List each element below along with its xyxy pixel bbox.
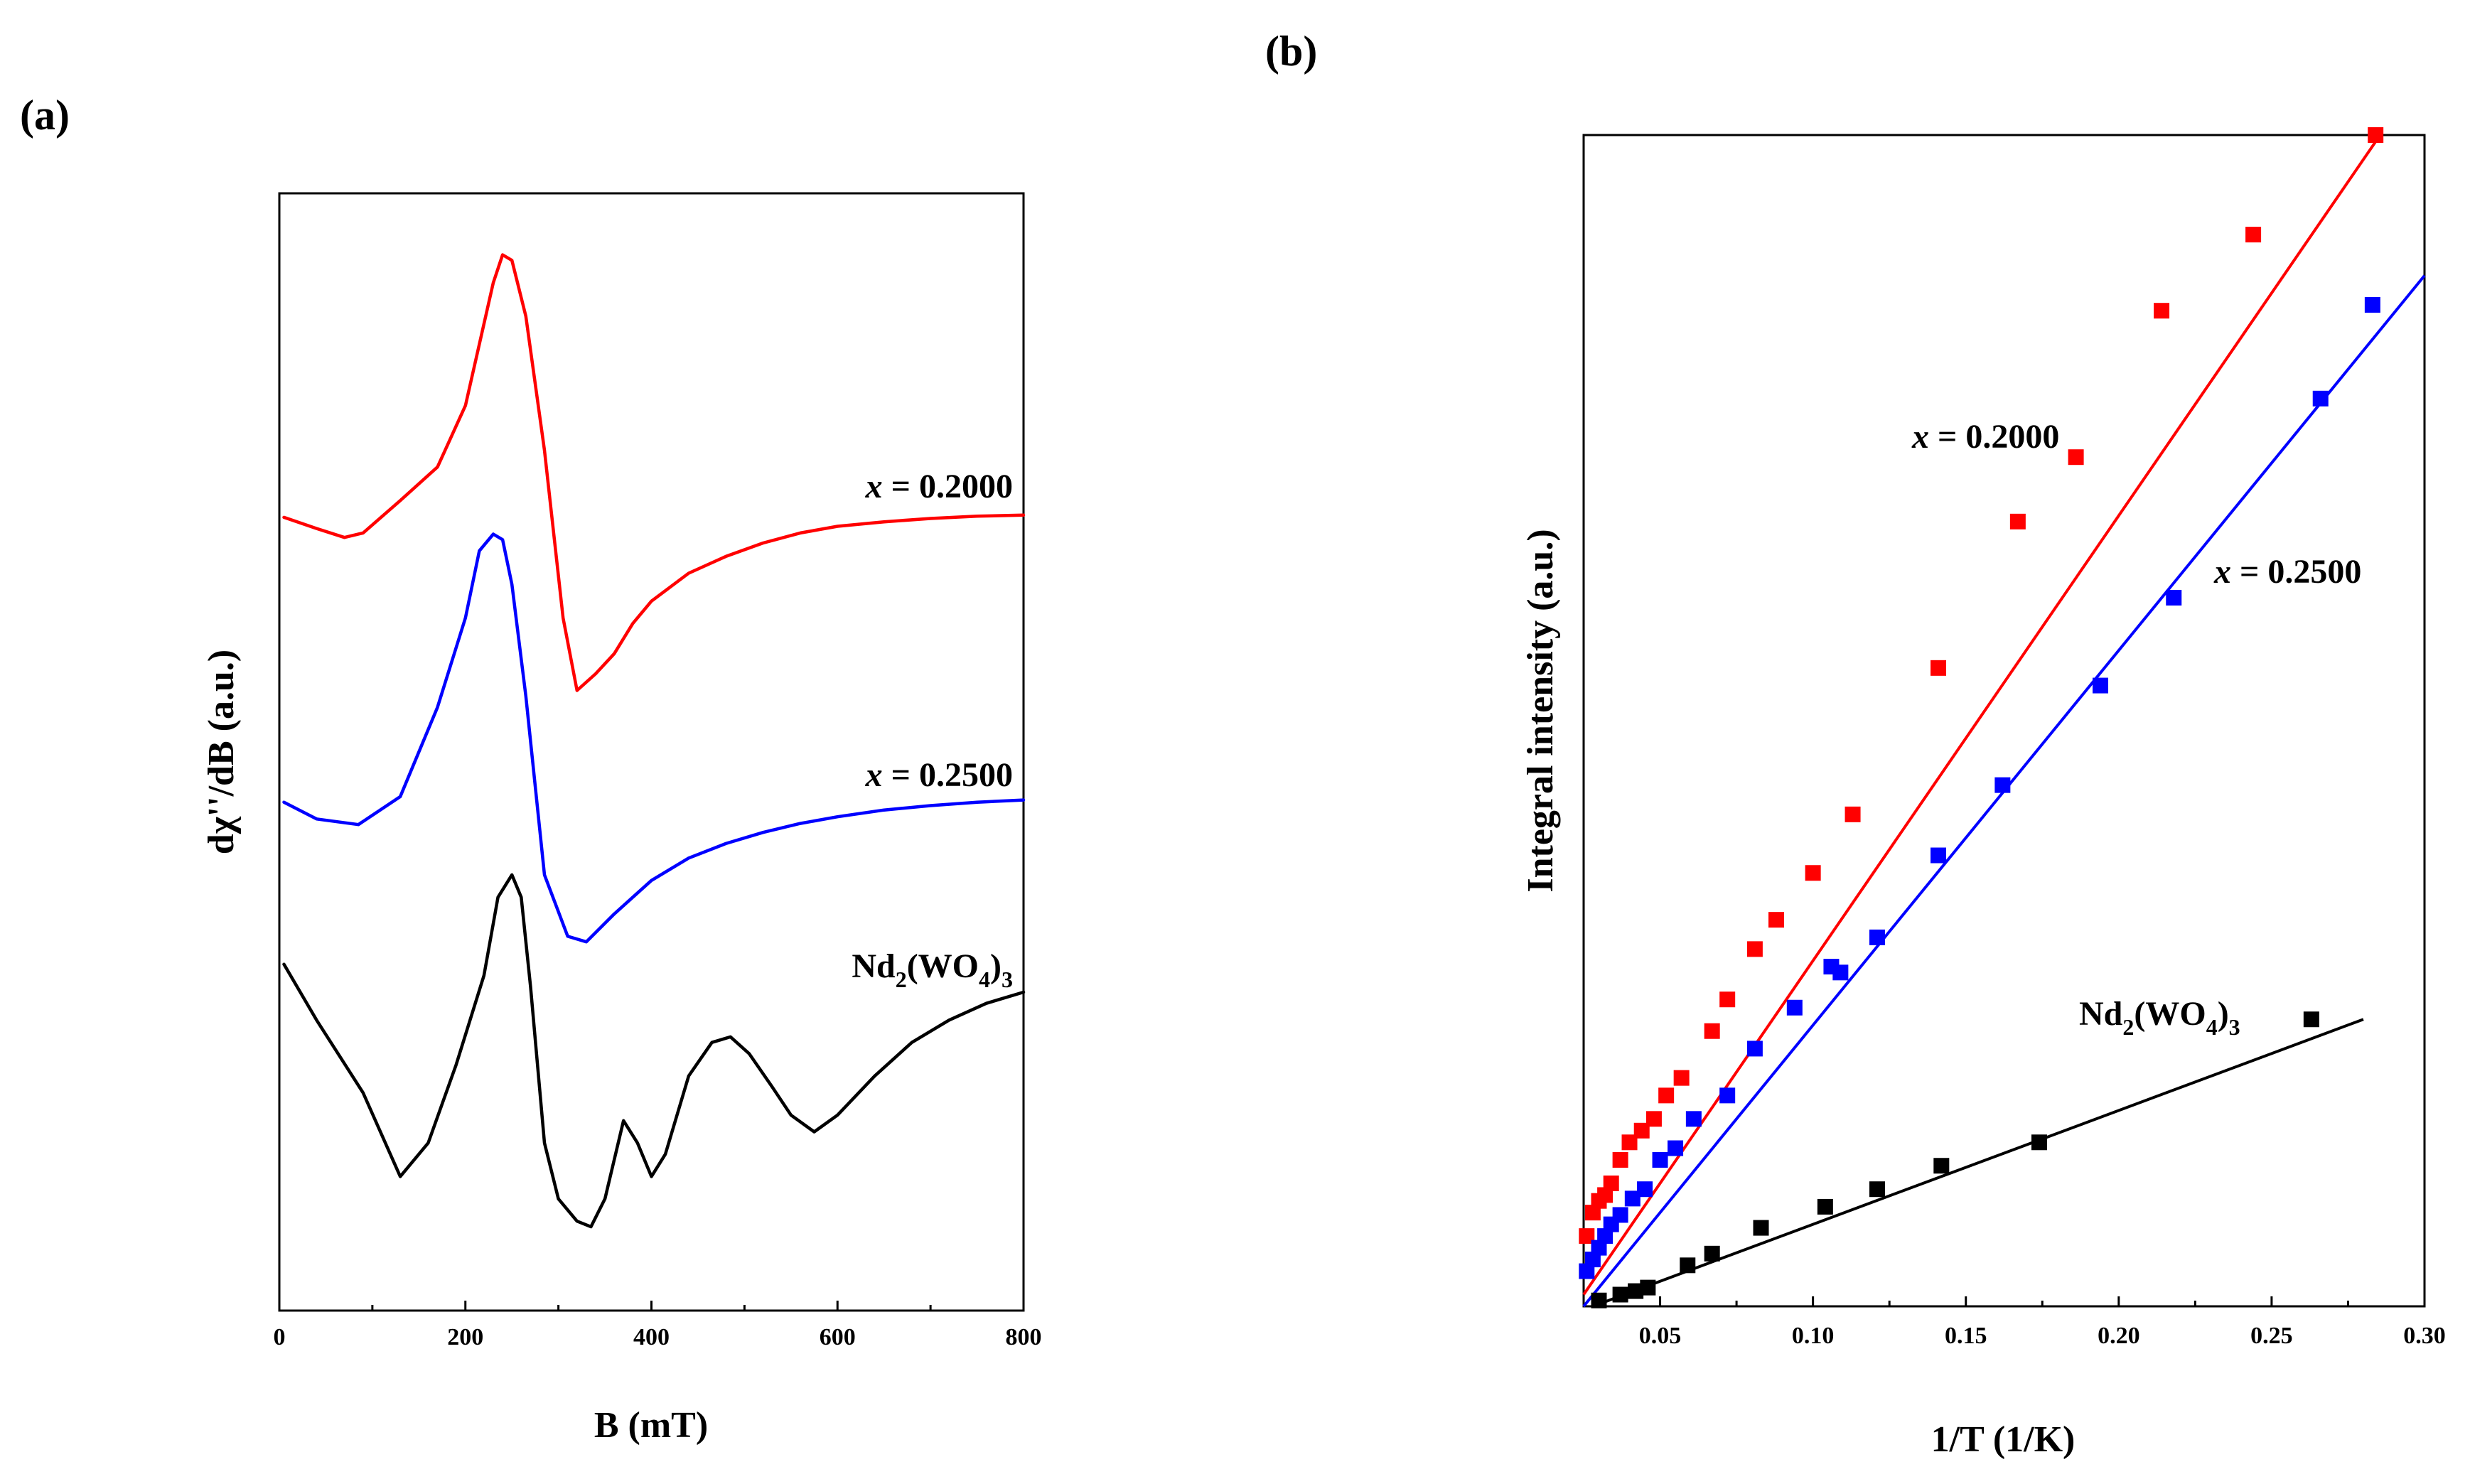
panel-b-point-nd2-wo4-3 [2031,1134,2047,1151]
panel-b-x-tick-label: 0.20 [2098,1323,2140,1349]
panel-b-fit-line-x-0-2000-fit [1582,134,2382,1296]
panel-b-point-x-0-2500 [2093,677,2109,694]
panel-b-point-x-0-2500 [1612,1207,1628,1223]
panel-b-point-x-0-2000 [1645,1111,1662,1127]
panel-b-point-x-0-2000 [2154,303,2170,319]
panel-b-point-nd2-wo4-3 [1869,1181,1885,1198]
panel-b-point-x-0-2500 [2312,390,2329,407]
panel-a-series-line-nd2-wo4-3 [282,873,1026,1229]
panel-b-point-x-0-2000 [1845,806,1861,822]
panel-b-point-x-0-2000 [1673,1070,1690,1086]
panel-a-label-x02500: x = 0.2500 [865,756,1013,794]
panel-b-point-nd2-wo4-3 [1612,1286,1628,1303]
panel-b-label-nd2wo43: Nd2(WO4)3 [2079,995,2240,1040]
panel-b-x-tick-label: 0.15 [1945,1323,1987,1349]
panel-b-point-x-0-2000 [1621,1134,1638,1151]
panel-b-point-nd2-wo4-3 [1933,1158,1950,1174]
panel-a-x-tick-label: 200 [447,1324,483,1350]
panel-b-x-tick-label: 0.30 [2403,1323,2446,1349]
panel-b-point-nd2-wo4-3 [1817,1198,1833,1215]
panel-b-point-x-0-2000 [1746,941,1763,957]
panel-b-point-x-0-2000 [2009,513,2026,529]
panel-b-fit-line-nd2-wo4-3-fit [1592,1018,2364,1308]
panel-a-x-tick-label: 800 [1006,1324,1042,1350]
panel-b-point-x-0-2000 [1931,660,1947,676]
panel-b-point-x-0-2000 [1768,912,1785,928]
panel-b-point-x-0-2500 [2364,296,2380,313]
panel-b-point-x-0-2500 [1685,1111,1702,1127]
panel-b-point-x-0-2500 [1746,1041,1763,1057]
panel-a-series-line-x-0-2500 [282,532,1026,944]
panel-b-point-nd2-wo4-3 [2303,1011,2319,1028]
panel-b-x-tick-label: 0.05 [1639,1323,1682,1349]
panel-b-point-x-0-2500 [1652,1152,1668,1168]
panel-a-label-x02000: x = 0.2000 [865,468,1013,505]
panel-b-point-nd2-wo4-3 [1753,1220,1769,1236]
panel-b-point-x-0-2500 [1931,847,1947,864]
panel-b-point-x-0-2000 [2068,449,2084,466]
panel-b-point-x-0-2500 [1786,999,1803,1016]
panel-b-y-axis-title: Integral intensity (a.u.) [1520,529,1561,892]
panel-b-point-nd2-wo4-3 [1640,1279,1656,1296]
panel-a-plot-frame [278,192,1025,1312]
panel-b-point-x-0-2000 [1658,1087,1675,1104]
panel-a-label: (a) [20,92,70,139]
panel-b-point-x-0-2000 [1633,1122,1650,1139]
panel-b-point-x-0-2000 [1612,1152,1628,1168]
panel-b-label-x02000: x = 0.2000 [1911,418,2059,456]
panel-b-point-nd2-wo4-3 [1628,1283,1644,1299]
panel-a-x-tick-label: 400 [633,1324,670,1350]
panel-b-point-x-0-2500 [1624,1190,1641,1207]
panel-b-point-x-0-2000 [2368,127,2384,143]
panel-a-series-line-x-0-2000 [282,253,1026,692]
panel-b-x-tick-label: 0.10 [1792,1323,1835,1349]
panel-b-point-x-0-2500 [1637,1181,1653,1198]
panel-b-x-axis-title: 1/T (1/K) [1931,1419,2076,1460]
panel-a-y-axis-title: dχ''/dB (a.u.) [201,650,242,854]
panel-b-point-x-0-2000 [1805,865,1821,881]
panel-a-x-tick-label: 600 [820,1324,856,1350]
panel-b-point-x-0-2000 [1603,1175,1619,1191]
panel-b-point-x-0-2000 [1704,1023,1720,1039]
panel-b-point-x-0-2000 [2245,227,2262,243]
panel-a-label-nd2wo43: Nd2(WO4)3 [852,947,1013,992]
panel-b-label: (b) [1265,28,1317,75]
panel-b-label-x02500: x = 0.2500 [2213,553,2361,591]
panel-b-point-nd2-wo4-3 [1591,1292,1607,1308]
panel-b-x-tick-label: 0.25 [2250,1323,2293,1349]
panel-b-point-x-0-2500 [1994,777,2011,793]
panel-b-point-x-0-2000 [1719,991,1736,1008]
panel-b-point-x-0-2500 [1832,964,1849,981]
panel-a-x-tick-label: 0 [274,1324,286,1350]
panel-b-point-x-0-2500 [1668,1140,1684,1156]
panel-b-point-nd2-wo4-3 [1680,1257,1696,1274]
panel-b-point-x-0-2000 [1579,1228,1595,1244]
panel-b-point-nd2-wo4-3 [1704,1245,1720,1262]
panel-b-chart: 0.05 0.10 0.15 0.20 0.25 0.30 1/T (1/K) Integ… [1520,127,2446,1460]
panel-b-plot-frame [1582,134,2426,1308]
panel-b-point-x-0-2500 [2166,589,2182,606]
panel-a-chart: 0 200 400 600 800 B (mT) dχ''/dB (a.u.) x = … [201,192,1042,1446]
panel-b-point-x-0-2500 [1869,929,1885,945]
panel-a-x-axis-title: B (mT) [594,1405,708,1446]
panel-b-point-x-0-2500 [1719,1087,1736,1104]
